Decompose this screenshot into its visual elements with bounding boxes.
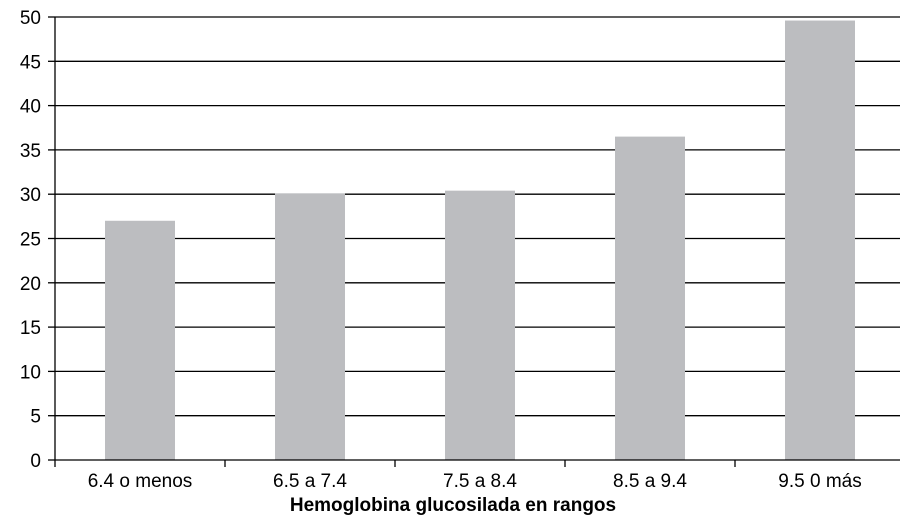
bar	[785, 20, 855, 460]
bar	[445, 190, 515, 460]
x-tick-label: 6.4 o menos	[88, 471, 193, 492]
y-tick-label: 35	[20, 141, 41, 162]
y-tick-label: 5	[30, 407, 41, 428]
bar	[275, 193, 345, 460]
x-axis-title: Hemoglobina glucosilada en rangos	[290, 495, 616, 516]
x-tick-label: 6.5 a 7.4	[273, 471, 347, 492]
bar	[615, 136, 685, 461]
x-tick-label: 7.5 a 8.4	[443, 471, 517, 492]
y-tick-label: 30	[20, 185, 41, 206]
axes	[48, 16, 900, 467]
x-tick-label: 8.5 a 9.4	[613, 471, 687, 492]
y-tick-label: 50	[20, 8, 41, 29]
y-tick-label: 0	[30, 451, 41, 472]
y-tick-labels: 0 5 10 15 20 25 30 35 40 45 50	[20, 8, 41, 472]
y-tick-label: 25	[20, 230, 41, 251]
bars	[105, 20, 855, 461]
x-tick-label: 9.5 0 más	[778, 471, 861, 492]
y-tick-label: 10	[20, 362, 41, 383]
y-tick-label: 15	[20, 318, 41, 339]
y-tick-label: 40	[20, 97, 41, 118]
x-tick-labels: 6.4 o menos 6.5 a 7.4 7.5 a 8.4 8.5 a 9.4 9.…	[88, 471, 862, 492]
y-tick-label: 20	[20, 274, 41, 295]
y-tick-label: 45	[20, 52, 41, 73]
bar	[105, 220, 175, 460]
